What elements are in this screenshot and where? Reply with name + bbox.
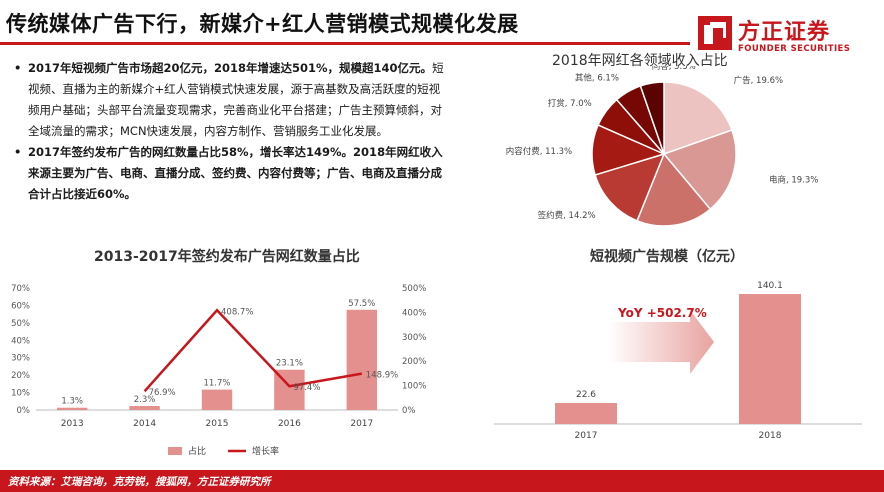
- y-right-tick-label: 0%: [402, 406, 416, 416]
- y-left-tick-label: 10%: [11, 389, 30, 399]
- pie-label: 签约费, 14.2%: [538, 210, 596, 221]
- bar: [739, 294, 801, 424]
- line-value-label: 97.4%: [293, 383, 320, 393]
- x-tick-label: 2013: [61, 419, 84, 429]
- y-right-tick-label: 200%: [402, 357, 426, 367]
- pie-label: 其他, 6.1%: [575, 73, 619, 84]
- bullet-dot-icon: •: [14, 61, 22, 75]
- bar: [346, 309, 378, 410]
- growth-arrow-icon: [608, 310, 714, 374]
- x-tick-label: 2017: [350, 419, 373, 429]
- bullet-emphasis: 2017年签约发布广告的网红数量占比58%，增长率达149%。2018年网红收入…: [28, 145, 443, 201]
- x-tick-label: 2014: [133, 419, 156, 429]
- pie-label: 电商, 19.3%: [769, 175, 818, 186]
- bar-value-label: 22.6: [576, 390, 596, 400]
- line-value-label: 76.9%: [149, 388, 176, 398]
- bullet-item: • 2017年短视频广告市场超20亿元，2018年增速达501%，规模超140亿…: [8, 58, 448, 142]
- bar-value-label: 1.3%: [61, 397, 83, 407]
- y-left-tick-label: 30%: [11, 354, 30, 364]
- bullet-dot-icon: •: [14, 145, 22, 159]
- brand-logo: 方正证券 FOUNDER SECURITIES: [692, 14, 882, 60]
- x-tick-label: 2015: [206, 419, 229, 429]
- logo-text-en: FOUNDER SECURITIES: [738, 44, 851, 54]
- pie-chart: 广告, 19.6%电商, 19.3%直播分成, 17.2%签约费, 14.2%内…: [506, 66, 818, 227]
- logo-text-cn: 方正证券: [738, 20, 831, 45]
- bar: [555, 403, 617, 424]
- y-left-tick-label: 70%: [11, 284, 30, 294]
- y-left-tick-label: 20%: [11, 371, 30, 381]
- pie-label: 问答, 5.3%: [652, 66, 696, 72]
- y-left-tick-label: 50%: [11, 319, 30, 329]
- pie-slice: [594, 152, 666, 222]
- footer-bar: 资料来源：艾瑞咨询，克劳锐，搜狐网，方正证券研究所: [0, 470, 884, 492]
- y-right-tick-label: 300%: [402, 333, 426, 343]
- source-note: 资料来源：艾瑞咨询，克劳锐，搜狐网，方正证券研究所: [8, 476, 271, 488]
- bar: [129, 405, 160, 410]
- bar-value-label: 57.5%: [348, 299, 375, 309]
- pie-label: 广告, 19.6%: [734, 75, 783, 86]
- legend-bar-label: 占比: [188, 445, 206, 457]
- pie-slice: [639, 81, 665, 155]
- yoy-annotation: YoY +502.7%: [618, 306, 707, 320]
- line-value-label: 148.9%: [366, 371, 398, 381]
- growth-line: [143, 308, 363, 393]
- y-left-tick-label: 60%: [11, 301, 30, 311]
- page-title: 传统媒体广告下行，新媒介+红人营销模式规模化发展: [6, 12, 519, 36]
- bullet-text: 短视频、直播为主的新媒介+红人营销模式快速发展，源于高基数及高活跃度的短视频用户…: [28, 61, 444, 138]
- y-left-tick-label: 40%: [11, 336, 30, 346]
- bar-value-label: 2.3%: [134, 395, 156, 405]
- founder-logo-icon: [698, 16, 732, 50]
- bar: [56, 407, 88, 410]
- bullet-emphasis: 2017年短视频广告市场超20亿元，2018年增速达501%，规模超140亿元。: [28, 61, 433, 75]
- title-divider: [0, 42, 690, 45]
- y-right-tick-label: 100%: [402, 382, 426, 392]
- combo-chart: 0% 10% 20% 30% 40% 50% 60% 70% 0% 100% 200% 300% 400…: [11, 284, 426, 457]
- pie-slice: [636, 152, 712, 227]
- y-right-tick-label: 500%: [402, 284, 426, 294]
- pie-label: 内容付费, 11.3%: [506, 146, 572, 157]
- x-tick-label: 2017: [575, 431, 598, 441]
- pie-label: 打赏, 7.0%: [548, 98, 592, 109]
- legend-bar-swatch: [168, 447, 182, 455]
- line-value-label: 408.7%: [221, 307, 253, 317]
- pie-slice: [662, 129, 737, 211]
- bar-value-label: 23.1%: [276, 359, 303, 369]
- legend-line-label: 增长率: [252, 445, 279, 457]
- bar-chart-title: 短视频广告规模（亿元）: [590, 249, 744, 265]
- short-video-ad-chart: 22.6 2017 140.1 2018: [494, 281, 862, 441]
- y-left-tick-label: 0%: [17, 406, 31, 416]
- bullet-list: • 2017年短视频广告市场超20亿元，2018年增速达501%，规模超140亿…: [8, 58, 448, 205]
- bar-value-label: 140.1: [757, 281, 783, 291]
- pie-chart-title: 2018年网红各领域收入占比: [552, 53, 728, 69]
- bar-value-label: 11.7%: [203, 379, 230, 389]
- y-right-tick-label: 400%: [402, 308, 426, 318]
- bar: [201, 389, 233, 410]
- combo-chart-title: 2013-2017年签约发布广告网红数量占比: [94, 249, 360, 265]
- x-tick-label: 2018: [759, 431, 782, 441]
- bullet-item: • 2017年签约发布广告的网红数量占比58%，增长率达149%。2018年网红…: [8, 142, 448, 205]
- x-tick-label: 2016: [278, 419, 301, 429]
